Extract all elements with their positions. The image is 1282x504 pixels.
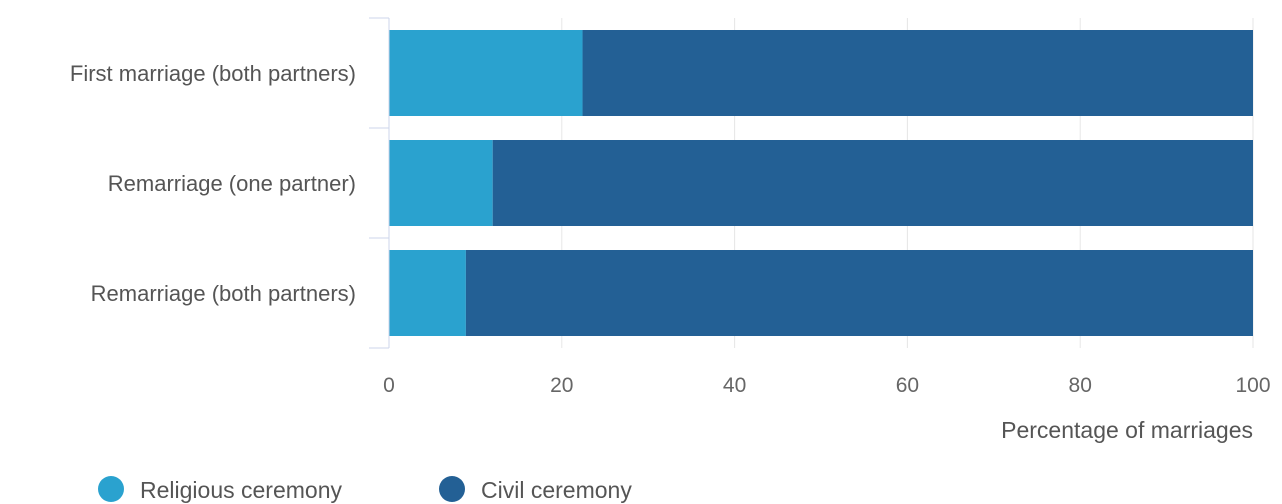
legend-swatch-religious [98, 476, 124, 502]
category-axis [369, 17, 390, 349]
bar-religious-2 [389, 250, 466, 336]
legend-swatch-civil [439, 476, 465, 502]
bar-religious-1 [389, 140, 493, 226]
category-label-remarriage-one: Remarriage (one partner) [108, 171, 356, 196]
category-label-remarriage-both: Remarriage (both partners) [91, 281, 356, 306]
bars [389, 30, 1253, 336]
x-tick-labels: 0 20 40 60 80 100 [383, 374, 1270, 397]
category-labels: First marriage (both partners) Remarriag… [70, 61, 356, 306]
legend-label-religious: Religious ceremony [140, 477, 342, 503]
x-tick-label: 100 [1235, 374, 1270, 397]
legend-label-civil: Civil ceremony [481, 477, 632, 503]
bar-civil-1 [492, 140, 1253, 226]
x-axis-title: Percentage of marriages [1001, 417, 1253, 443]
bar-religious-0 [389, 30, 583, 116]
x-tick-label: 40 [723, 374, 746, 397]
x-tick-label: 20 [550, 374, 573, 397]
x-tick-label: 80 [1069, 374, 1092, 397]
x-tick-label: 0 [383, 374, 395, 397]
x-tick-label: 60 [896, 374, 919, 397]
category-label-first-marriage: First marriage (both partners) [70, 61, 356, 86]
legend: Religious ceremony Civil ceremony [98, 476, 632, 503]
bar-civil-2 [465, 250, 1253, 336]
bar-civil-0 [582, 30, 1253, 116]
